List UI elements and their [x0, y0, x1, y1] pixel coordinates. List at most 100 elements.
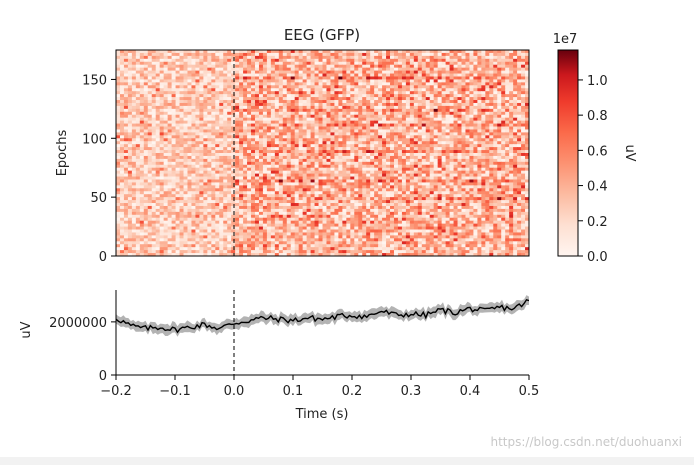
heatmap-cell [477, 126, 482, 131]
heatmap-cell [139, 88, 145, 92]
heatmap-cell [501, 164, 506, 169]
heatmap-cell [393, 111, 399, 116]
heatmap-cell [330, 67, 336, 72]
heatmap-cell [382, 94, 387, 98]
heatmap-cell [417, 158, 423, 163]
heatmap-cell [199, 76, 204, 81]
heatmap-cell [207, 82, 212, 86]
heatmap-cell [171, 108, 177, 113]
heatmap-cell [346, 111, 351, 116]
heatmap-cell [231, 73, 236, 78]
heatmap-cell [247, 55, 252, 60]
heatmap-cell [290, 173, 296, 178]
heatmap-cell [163, 85, 169, 89]
heatmap-cell [505, 120, 510, 125]
heatmap-cell [318, 100, 324, 104]
heatmap-cell [203, 158, 208, 163]
heatmap-cell [413, 135, 419, 139]
heatmap-cell [290, 135, 296, 139]
heatmap-cell [135, 79, 141, 83]
heatmap-cell [469, 188, 474, 192]
heatmap-cell [397, 155, 403, 160]
heatmap-cell [445, 108, 451, 113]
heatmap-cell [346, 70, 351, 75]
heatmap-cell [433, 144, 439, 148]
heatmap-cell [465, 102, 471, 107]
heatmap-cell [306, 105, 312, 110]
heatmap-cell [322, 164, 328, 169]
heatmap-cell [362, 88, 367, 92]
heatmap-cell [513, 158, 518, 163]
heatmap-cell [151, 76, 157, 81]
heatmap-cell [437, 117, 443, 122]
heatmap-cell [235, 61, 240, 66]
heatmap-cell [405, 102, 411, 107]
heatmap-cell [147, 138, 153, 142]
heatmap-cell [397, 170, 403, 175]
heatmap-cell [278, 144, 284, 148]
heatmap-cell [429, 108, 435, 113]
heatmap-cell [310, 158, 316, 163]
heatmap-cell [517, 100, 522, 104]
heatmap-cell [278, 58, 284, 63]
heatmap-cell [235, 50, 240, 54]
heatmap-cell [397, 58, 403, 63]
heatmap-cell [445, 188, 451, 192]
heatmap-cell [457, 102, 463, 107]
heatmap-cell [187, 117, 193, 122]
heatmap-cell [306, 100, 312, 104]
heatmap-cell [314, 150, 320, 154]
heatmap-cell [159, 117, 165, 122]
heatmap-cell [274, 100, 280, 104]
heatmap-cell [266, 138, 272, 142]
heatmap-cell [513, 138, 518, 142]
heatmap-cell [298, 167, 304, 172]
heatmap-cell [441, 135, 447, 139]
heatmap-cell [465, 100, 471, 104]
heatmap-cell [370, 170, 375, 175]
heatmap-cell [251, 126, 256, 131]
heatmap-cell [525, 123, 529, 128]
heatmap-cell [215, 176, 220, 181]
heatmap-cell [310, 117, 316, 122]
heatmap-cell [286, 135, 292, 139]
heatmap-cell [405, 141, 411, 145]
heatmap-cell [159, 114, 165, 119]
heatmap-cell [278, 132, 284, 136]
heatmap-cell [251, 170, 256, 175]
heatmap-cell [123, 105, 129, 110]
heatmap-cell [302, 91, 308, 95]
heatmap-cell [477, 114, 482, 119]
heatmap-cell [417, 170, 423, 175]
heatmap-cell [135, 82, 141, 86]
heatmap-cell [175, 58, 181, 63]
heatmap-cell [207, 182, 212, 186]
heatmap-cell [425, 147, 431, 151]
heatmap-cell [382, 61, 387, 66]
heatmap-cell [358, 147, 363, 151]
heatmap-cell [239, 179, 244, 184]
heatmap-cell [449, 100, 455, 104]
heatmap-cell [215, 79, 220, 83]
heatmap-cell [425, 141, 431, 145]
heatmap-cell [517, 182, 522, 186]
heatmap-cell [437, 79, 443, 83]
heatmap-cell [409, 50, 415, 54]
heatmap-cell [362, 179, 367, 184]
heatmap-cell [354, 61, 359, 66]
heatmap-cell [350, 67, 355, 72]
heatmap-cell [378, 79, 383, 83]
heatmap-cell [227, 141, 232, 145]
heatmap-cell [306, 129, 312, 133]
heatmap-cell [147, 167, 153, 172]
heatmap-cell [254, 85, 260, 89]
heatmap-cell [254, 97, 260, 101]
heatmap-cell [362, 70, 367, 75]
heatmap-cell [290, 88, 296, 92]
heatmap-cell [179, 64, 185, 69]
heatmap-cell [525, 150, 529, 154]
heatmap-cell [366, 185, 371, 189]
heatmap-cell [370, 161, 375, 166]
heatmap-cell [501, 97, 506, 101]
heatmap-cell [274, 153, 280, 157]
